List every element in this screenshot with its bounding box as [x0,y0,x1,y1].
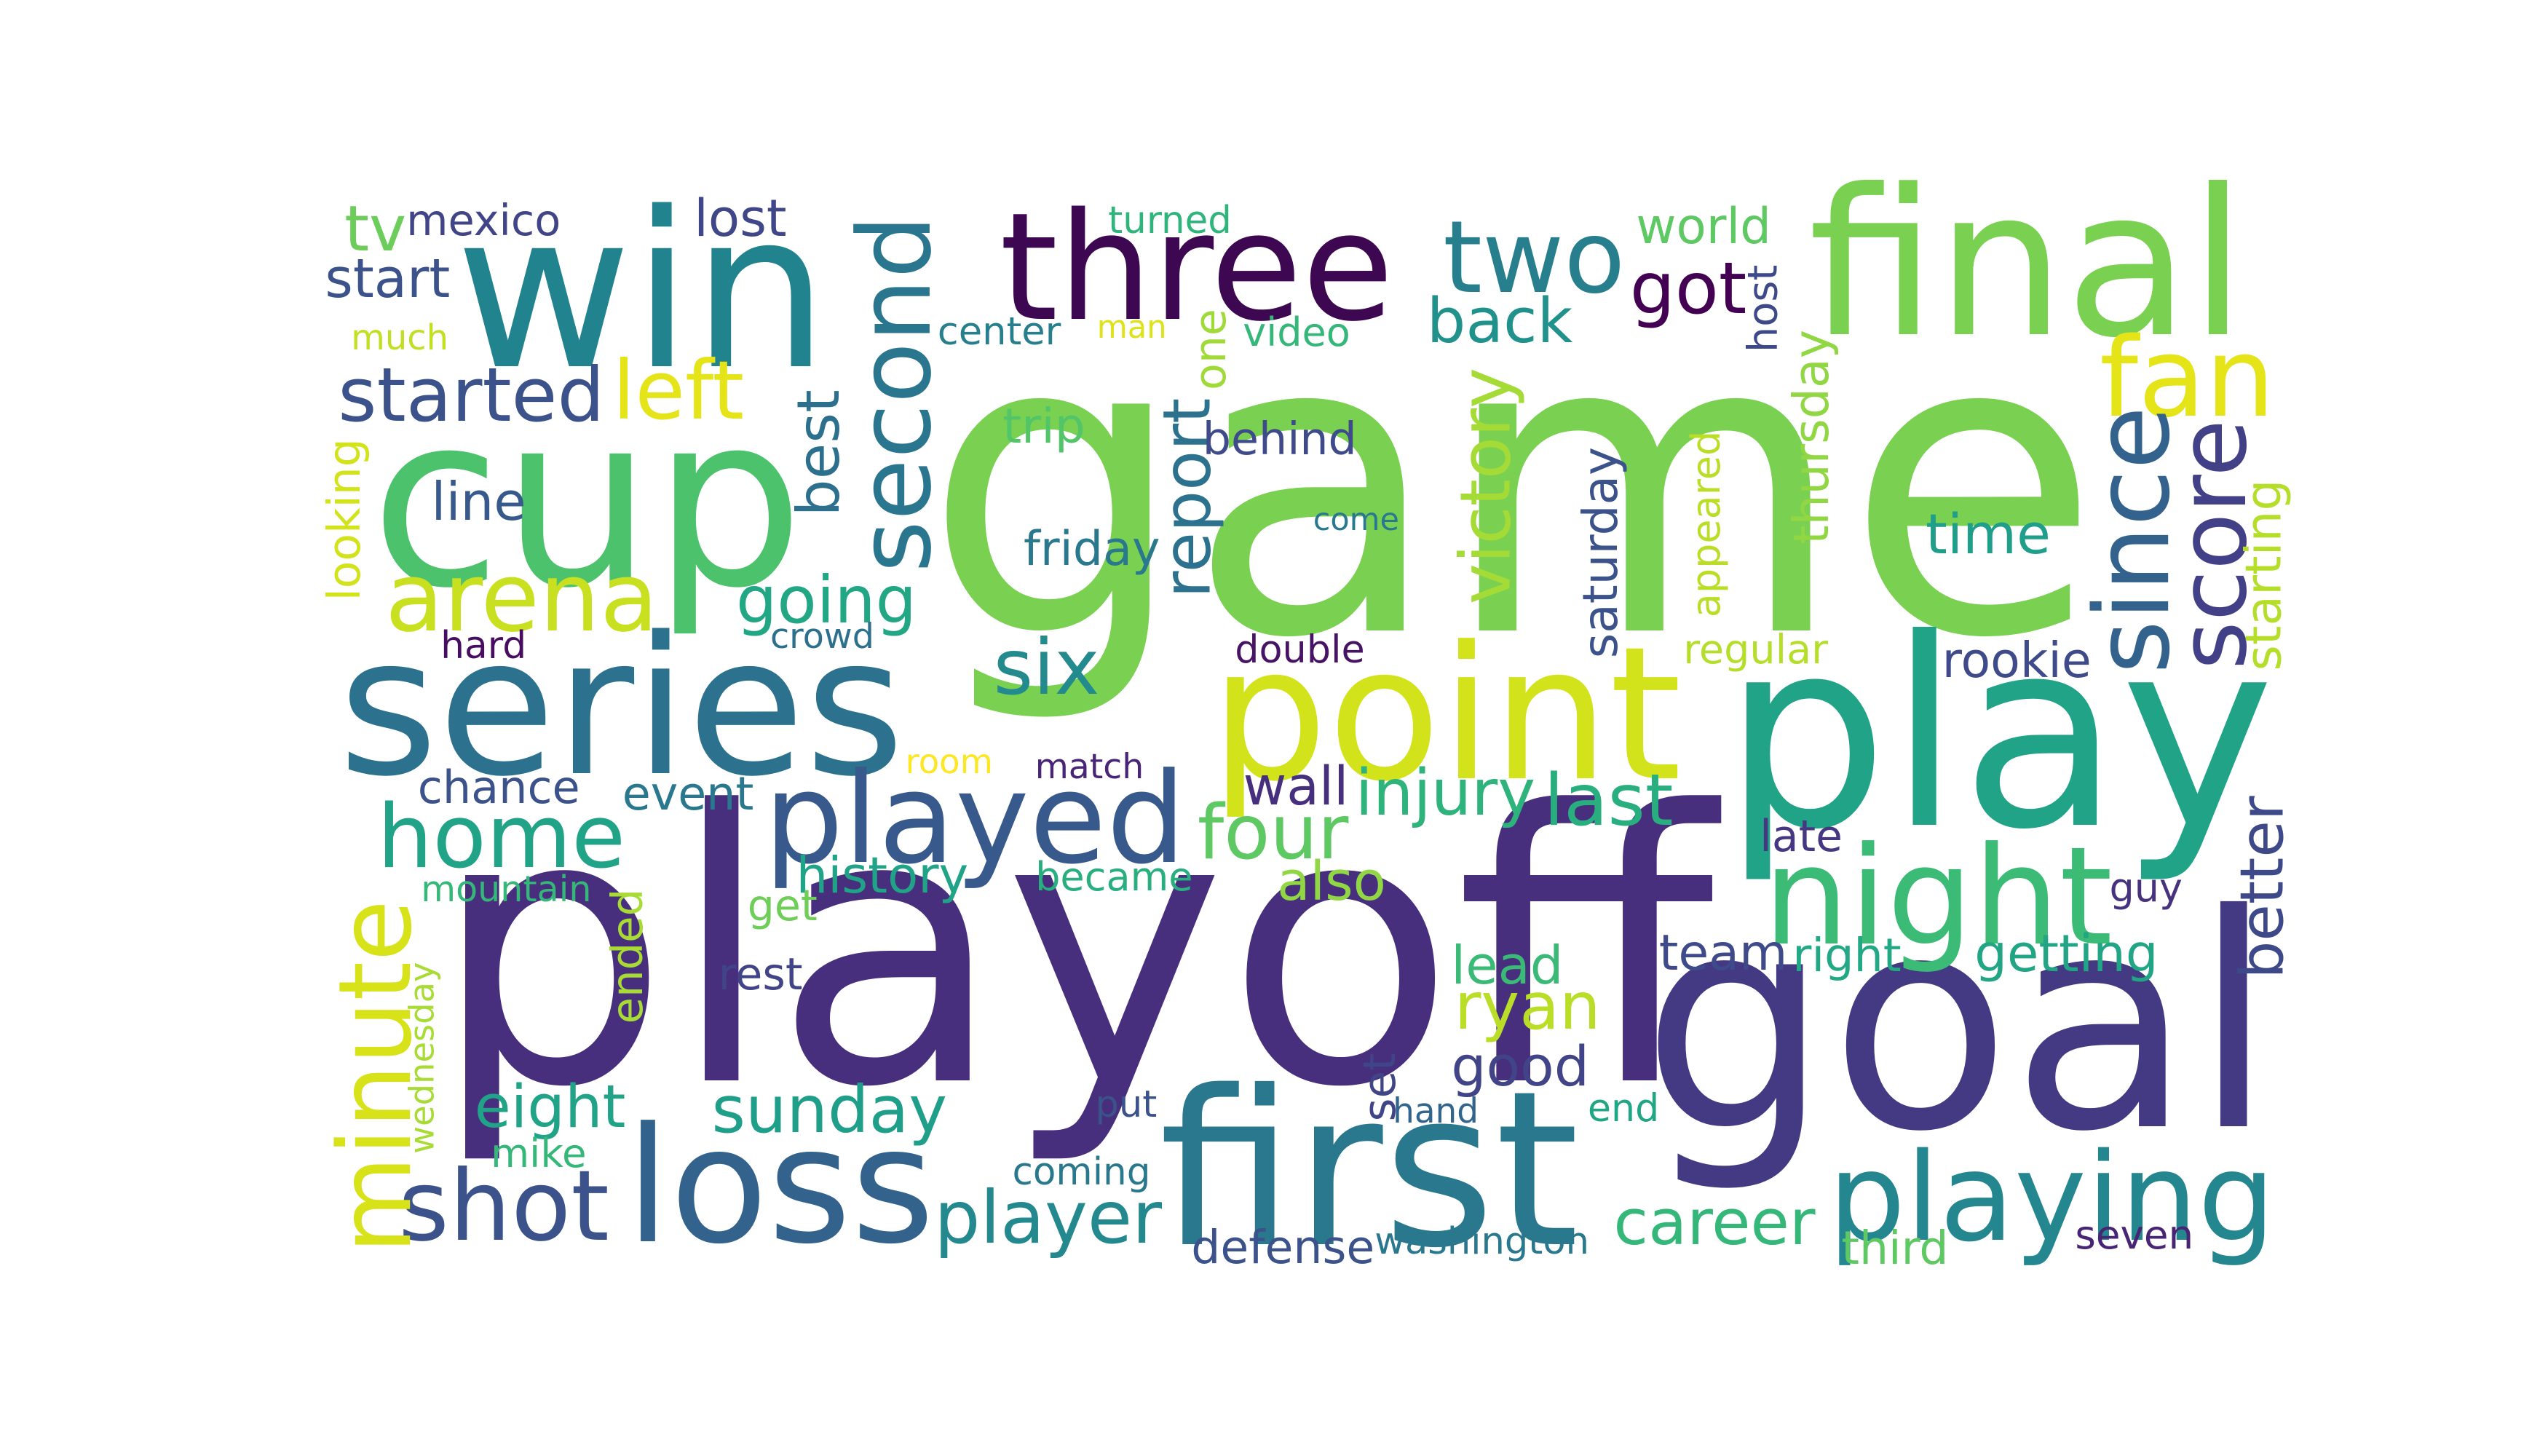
word-looking: looking [317,438,371,601]
word-career: career [1613,1186,1816,1260]
word-match: match [1034,747,1144,788]
word-rest: rest [718,949,803,1000]
word-host: host [1739,264,1787,353]
word-win: win [455,166,829,418]
word-final: final [1808,146,2247,383]
word-one: one [1184,309,1236,390]
word-behind: behind [1202,412,1357,465]
word-playoff: playoff [431,731,1714,1169]
word-team: team [1658,925,1788,983]
word-crowd: crowd [770,617,874,657]
word-goal: goal [1642,850,2275,1196]
word-back: back [1426,285,1573,357]
word-come: come [1313,501,1399,538]
word-became: became [1035,854,1193,901]
word-event: event [622,766,754,820]
word-six: six [993,622,1100,712]
word-fan: fan [2100,313,2275,442]
word-right: right [1792,927,1902,982]
word-regular: regular [1683,625,1829,673]
word-hard: hard [440,624,527,668]
word-mexico: mexico [406,195,561,246]
word-player: player [934,1176,1162,1261]
word-thursday: thursday [1783,329,1840,545]
word-room: room [905,742,993,782]
word-lost: lost [694,187,787,248]
word-put: put [1095,1083,1158,1127]
word-tv: tv [344,193,407,266]
word-injury: injury [1355,756,1536,831]
word-guy: guy [2109,864,2183,911]
word-friday: friday [1024,522,1160,577]
word-get: get [747,880,818,930]
word-played: played [764,745,1187,892]
word-defense: defense [1191,1219,1375,1274]
word-much: much [351,317,449,359]
word-saturday: saturday [1572,446,1629,659]
word-man: man [1096,309,1167,347]
word-appeared: appeared [1683,430,1730,618]
word-best: best [784,389,853,517]
word-left: left [612,343,745,438]
word-also: also [1277,850,1386,913]
word-rookie: rookie [1942,631,2092,689]
word-turned: turned [1108,199,1232,243]
word-mountain: mountain [421,867,592,910]
word-shot: shot [398,1149,609,1264]
word-loss: loss [625,1092,935,1279]
word-mike: mike [491,1130,587,1177]
word-second: second [836,215,954,574]
word-end: end [1587,1087,1660,1131]
word-eight: eight [474,1072,626,1142]
word-first: first [1159,1044,1580,1295]
word-good: good [1451,1034,1590,1099]
word-victory: victory [1446,367,1527,605]
word-arena: arena [385,541,659,653]
word-chance: chance [417,760,580,814]
word-ended: ended [602,888,653,1024]
word-sunday: sunday [711,1072,948,1149]
word-ryan: ryan [1454,969,1601,1045]
word-better: better [2228,796,2298,979]
word-wall: wall [1243,756,1349,818]
word-play: play [1722,584,2275,887]
word-history: history [796,846,969,905]
word-two: two [1443,199,1626,317]
word-going: going [736,563,917,638]
word-three: three [1000,181,1394,355]
word-home: home [377,786,626,888]
word-getting: getting [1974,923,2159,984]
word-center: center [937,309,1061,354]
word-point: point [1210,606,1682,823]
word-started: started [338,352,605,439]
word-late: late [1760,810,1843,862]
word-video: video [1243,309,1350,355]
word-seven: seven [2075,1211,2194,1258]
word-world: world [1636,197,1771,255]
word-lead: lead [1451,934,1564,996]
word-time: time [1926,502,2051,567]
word-start: start [325,247,451,310]
word-third: third [1841,1220,1949,1275]
word-four: four [1197,788,1349,877]
word-wednesday: wednesday [402,962,442,1154]
word-playing: playing [1828,1126,2276,1270]
word-line: line [431,471,526,533]
word-double: double [1235,627,1365,672]
word-trip: trip [1002,397,1085,454]
word-coming: coming [1012,1150,1151,1194]
word-series: series [338,595,905,818]
word-hand: hand [1393,1091,1479,1132]
word-got: got [1629,248,1747,331]
word-starting: starting [2235,479,2293,671]
word-last: last [1543,759,1674,842]
word-game: game [924,245,2101,729]
word-washington: washington [1374,1219,1589,1263]
word-night: night [1762,818,2113,976]
word-cup: cup [370,363,804,641]
